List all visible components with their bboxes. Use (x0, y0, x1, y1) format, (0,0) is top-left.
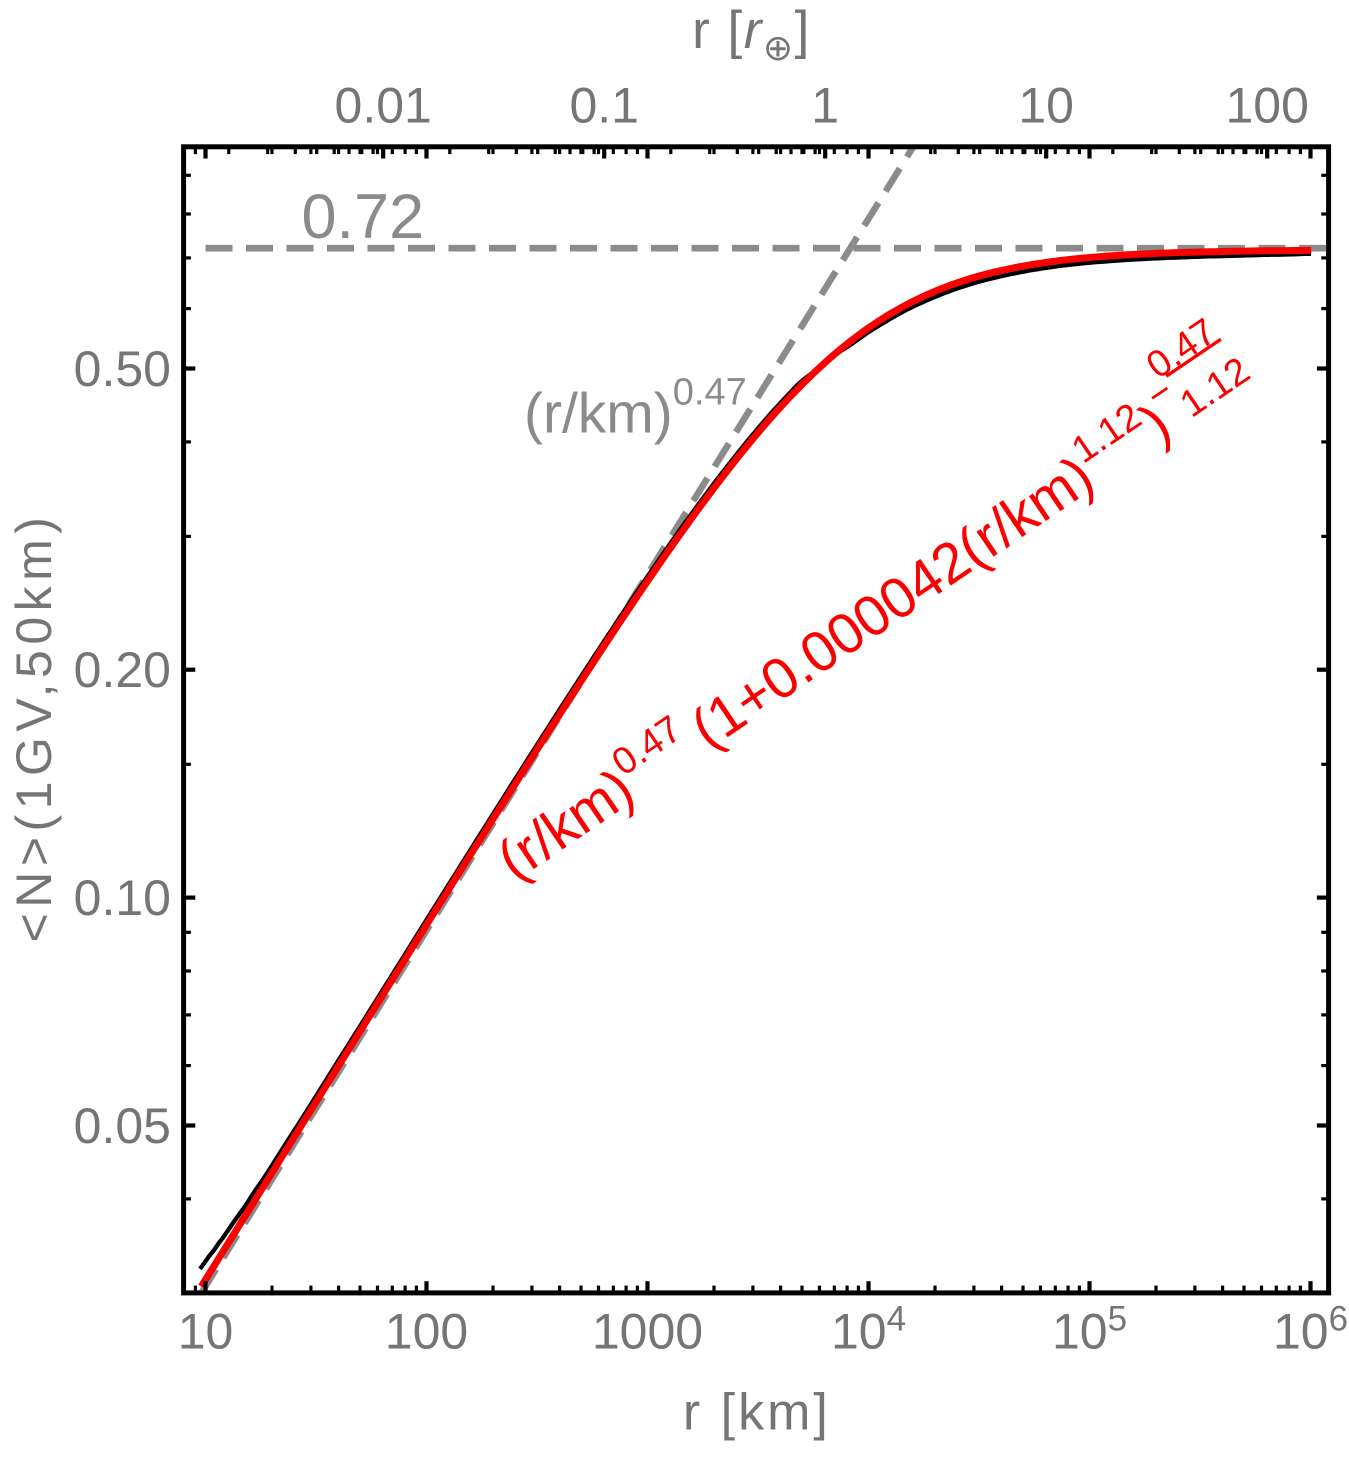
svg-text:1000: 1000 (592, 1304, 703, 1360)
svg-text:1: 1 (811, 77, 839, 133)
svg-text:10: 10 (178, 1304, 234, 1360)
svg-text:0.10: 0.10 (74, 870, 171, 926)
svg-text:10: 10 (1018, 77, 1074, 133)
svg-text:0.72: 0.72 (302, 182, 425, 252)
svg-text:<N>(1GV,50km): <N>(1GV,50km) (6, 512, 62, 943)
svg-text:0.1: 0.1 (569, 77, 639, 133)
svg-text:0.20: 0.20 (74, 642, 171, 698)
svg-text:0.01: 0.01 (335, 77, 432, 133)
svg-text:r [r⊕]: r [r⊕] (692, 1, 811, 68)
svg-text:0.50: 0.50 (74, 341, 171, 397)
svg-text:100: 100 (385, 1304, 468, 1360)
svg-text:r [km]: r [km] (683, 1384, 831, 1442)
svg-text:(r/km)0.47: (r/km)0.47 (524, 372, 747, 446)
svg-text:106: 106 (1273, 1300, 1348, 1360)
svg-text:100: 100 (1225, 77, 1308, 133)
svg-text:0.05: 0.05 (74, 1098, 171, 1154)
